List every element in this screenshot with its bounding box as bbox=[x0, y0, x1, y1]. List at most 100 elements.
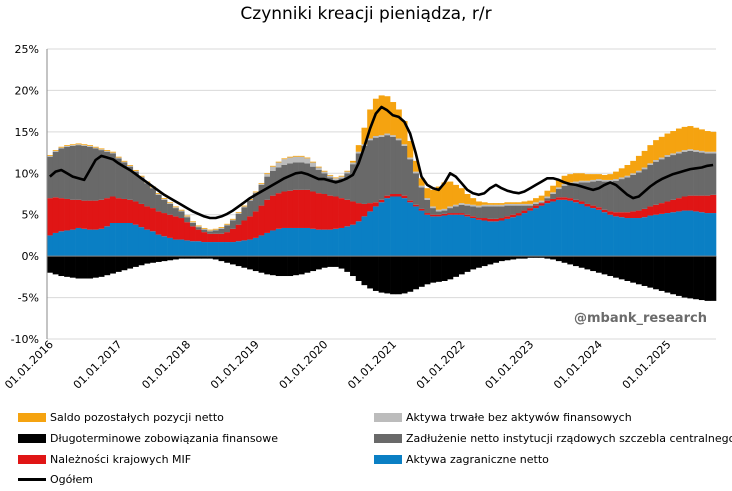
bar-aktywa bbox=[218, 242, 225, 257]
bar-aktywa bbox=[332, 178, 339, 180]
bar-naleznosci bbox=[315, 193, 322, 230]
bar-aktywa bbox=[184, 216, 191, 218]
bar-zaduzenie bbox=[315, 169, 322, 194]
bar-zaduzenie bbox=[395, 140, 402, 194]
bar-zaduzenie bbox=[201, 229, 208, 233]
bar-dugoterminowe bbox=[498, 256, 505, 262]
bar-aktywa bbox=[327, 229, 334, 257]
bar-naleznosci bbox=[104, 198, 111, 227]
bar-aktywa bbox=[544, 196, 551, 199]
bar-saldo bbox=[155, 193, 162, 194]
bar-saldo bbox=[47, 155, 54, 156]
bar-naleznosci bbox=[127, 199, 134, 223]
bar-naleznosci bbox=[698, 195, 705, 213]
bar-zaduzenie bbox=[47, 156, 54, 199]
bar-zaduzenie bbox=[81, 145, 88, 201]
legend-item-ogolem: Ogółem bbox=[18, 471, 93, 487]
bar-dugoterminowe bbox=[441, 256, 448, 281]
bar-aktywa bbox=[693, 150, 700, 152]
bar-naleznosci bbox=[52, 197, 59, 233]
bar-aktywa bbox=[458, 203, 465, 205]
bar-aktywa bbox=[304, 227, 311, 257]
bar-zaduzenie bbox=[350, 164, 357, 202]
bar-zaduzenie bbox=[504, 205, 511, 217]
bar-naleznosci bbox=[447, 213, 454, 215]
bar-aktywa bbox=[149, 231, 156, 257]
bar-zaduzenie bbox=[544, 198, 551, 201]
bar-aktywa bbox=[533, 208, 540, 257]
legend-label-dlugoterminowe: Długoterminowe zobowiązania finansowe bbox=[50, 431, 279, 445]
chart-canvas: 25%20%15%10%5%0%-5%-10% 01.01.2016 01.01.… bbox=[2, 43, 717, 392]
bar-zaduzenie bbox=[510, 205, 517, 215]
bar-aktywa bbox=[92, 147, 99, 149]
bar-saldo bbox=[161, 198, 168, 199]
bar-zaduzenie bbox=[681, 151, 688, 197]
x-tick-label: 01.01.2018 bbox=[139, 338, 193, 392]
bar-dugoterminowe bbox=[92, 256, 99, 278]
bar-dugoterminowe bbox=[304, 256, 311, 273]
bar-aktywa bbox=[470, 218, 477, 257]
bar-aktywa bbox=[104, 150, 111, 152]
bar-dugoterminowe bbox=[664, 256, 671, 293]
bar-naleznosci bbox=[310, 191, 317, 229]
bar-aktywa bbox=[224, 224, 231, 226]
bar-zaduzenie bbox=[595, 180, 602, 208]
bar-saldo bbox=[550, 185, 557, 193]
y-tick-label: 5% bbox=[22, 209, 39, 222]
bar-aktywa bbox=[270, 230, 277, 257]
bar-aktywa bbox=[693, 211, 700, 257]
bar-saldo bbox=[515, 202, 522, 204]
bar-zaduzenie bbox=[321, 173, 328, 194]
bar-saldo bbox=[355, 145, 362, 152]
bar-saldo bbox=[167, 202, 174, 204]
bar-naleznosci bbox=[435, 214, 442, 217]
bar-naleznosci bbox=[98, 199, 105, 229]
bar-saldo bbox=[441, 182, 448, 209]
bar-saldo bbox=[653, 140, 660, 161]
legend-item-aktywa-trwale: Aktywa trwałe bez aktywów finansowych bbox=[374, 409, 632, 425]
legend-item-zadluzenie: Zadłużenie netto instytucji rządowych sz… bbox=[374, 430, 732, 446]
bar-saldo bbox=[287, 156, 294, 158]
bar-naleznosci bbox=[212, 233, 219, 243]
bar-zaduzenie bbox=[178, 211, 185, 219]
bar-aktywa bbox=[630, 218, 637, 257]
bar-aktywa bbox=[201, 242, 208, 257]
bar-dugoterminowe bbox=[430, 256, 437, 283]
bar-dugoterminowe bbox=[338, 256, 345, 269]
bar-dugoterminowe bbox=[287, 256, 294, 277]
bar-naleznosci bbox=[664, 201, 671, 214]
bar-saldo bbox=[378, 95, 385, 136]
bar-aktywa bbox=[527, 203, 534, 206]
bar-saldo bbox=[75, 143, 82, 145]
bar-naleznosci bbox=[607, 211, 614, 215]
bar-naleznosci bbox=[178, 218, 185, 240]
bar-saldo bbox=[178, 209, 185, 211]
bar-saldo bbox=[675, 128, 682, 152]
bar-aktywa bbox=[327, 175, 334, 178]
bar-dugoterminowe bbox=[578, 256, 585, 268]
bar-naleznosci bbox=[458, 213, 465, 215]
bar-aktywa bbox=[624, 218, 631, 257]
bar-aktywa bbox=[664, 155, 671, 157]
bar-dugoterminowe bbox=[64, 256, 71, 277]
bar-aktywa bbox=[481, 220, 488, 257]
bar-dugoterminowe bbox=[281, 256, 288, 277]
bar-aktywa bbox=[390, 196, 397, 257]
bar-saldo bbox=[452, 184, 459, 205]
bar-dugoterminowe bbox=[550, 256, 557, 260]
bar-saldo bbox=[292, 155, 299, 157]
bar-aktywa bbox=[252, 237, 259, 257]
bar-dugoterminowe bbox=[344, 256, 351, 272]
chart-title: Czynniki kreacji pieniądza, r/r bbox=[240, 4, 492, 24]
bar-zaduzenie bbox=[441, 210, 448, 214]
bar-aktywa bbox=[207, 230, 214, 232]
bar-saldo bbox=[607, 174, 614, 180]
bar-aktywa bbox=[195, 226, 202, 228]
bar-zaduzenie bbox=[693, 151, 700, 196]
bar-naleznosci bbox=[418, 208, 425, 211]
bar-naleznosci bbox=[384, 195, 391, 199]
bar-dugoterminowe bbox=[470, 256, 477, 270]
bar-aktywa bbox=[367, 211, 374, 257]
bar-naleznosci bbox=[172, 216, 179, 240]
bar-naleznosci bbox=[595, 207, 602, 210]
